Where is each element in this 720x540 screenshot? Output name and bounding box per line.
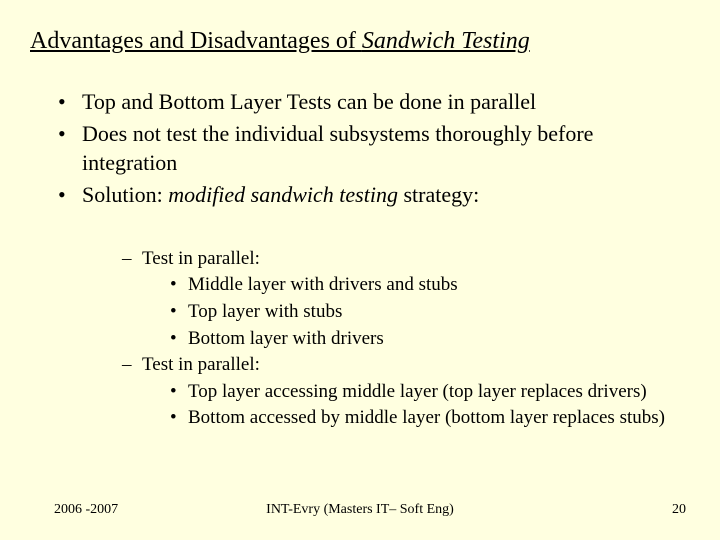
slide: Advantages and Disadvantages of Sandwich… [0,0,720,540]
dash-2-item-1: Top layer accessing middle layer (top la… [170,379,690,406]
dash-1-item-3: Bottom layer with drivers [170,326,690,353]
slide-title: Advantages and Disadvantages of Sandwich… [30,28,690,55]
bullet-3: Solution: modified sandwich testing stra… [58,180,690,432]
dash-1-item-1: Middle layer with drivers and stubs [170,272,690,299]
footer-page-number: 20 [672,502,686,518]
dash-1: Test in parallel: Middle layer with driv… [122,246,690,352]
bullet-3-italic: modified sandwich testing [168,182,398,207]
footer-center: INT-Evry (Masters IT– Soft Eng) [0,502,720,518]
sub-dash-list: Test in parallel: Middle layer with driv… [82,246,690,432]
dash-2-item-2: Bottom accessed by middle layer (bottom … [170,405,690,432]
dash-1-item-2: Top layer with stubs [170,299,690,326]
dash-2: Test in parallel: Top layer accessing mi… [122,352,690,432]
dash-2-inner-list: Top layer accessing middle layer (top la… [142,379,690,432]
bullet-3-post: strategy: [398,182,479,207]
bullet-1: Top and Bottom Layer Tests can be done i… [58,87,690,117]
title-italic: Sandwich Testing [362,28,530,54]
title-prefix: Advantages and Disadvantages of [30,28,362,54]
dash-1-label: Test in parallel: [142,248,260,269]
bullet-3-pre: Solution: [82,182,168,207]
bullet-2: Does not test the individual subsystems … [58,119,690,178]
dash-2-label: Test in parallel: [142,354,260,375]
dash-1-inner-list: Middle layer with drivers and stubs Top … [142,272,690,352]
main-bullet-list: Top and Bottom Layer Tests can be done i… [30,87,690,432]
